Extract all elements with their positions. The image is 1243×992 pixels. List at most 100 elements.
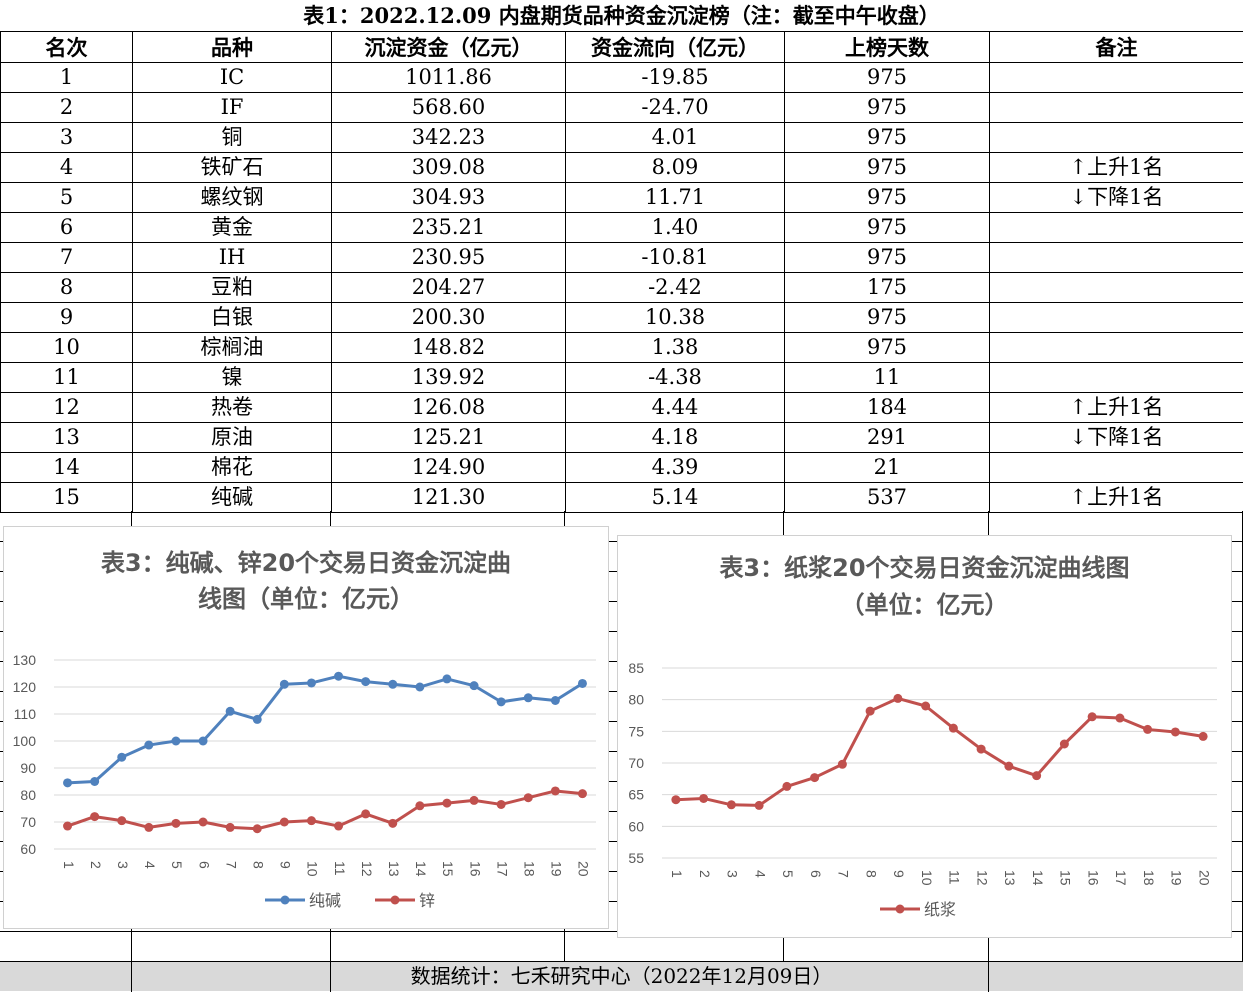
note-text: ↑上升1名: [1070, 393, 1164, 422]
cell-amount: 235.21: [332, 213, 566, 243]
x-tick-label: 16: [1085, 870, 1101, 886]
cell-name: 螺纹钢: [133, 183, 332, 213]
data-point: [199, 818, 208, 827]
cell-rank: 4: [1, 153, 133, 183]
cell-amount: 342.23: [332, 123, 566, 153]
cell-name: 铁矿石: [133, 153, 332, 183]
cell-amount: 204.27: [332, 273, 566, 303]
x-tick-label: 4: [752, 870, 768, 878]
x-tick-label: 20: [576, 861, 592, 877]
y-tick-label: 130: [13, 652, 37, 668]
x-tick-label: 5: [169, 861, 185, 869]
data-point: [334, 822, 343, 831]
data-point: [144, 823, 153, 832]
data-point: [1143, 725, 1152, 734]
cell-note: ↓下降1名: [990, 423, 1243, 453]
cell-note: [990, 303, 1243, 333]
y-tick-label: 60: [628, 818, 644, 834]
series-line: [68, 791, 583, 829]
cell-name: 热卷: [133, 393, 332, 423]
x-tick-label: 1: [669, 870, 685, 878]
data-point: [253, 824, 262, 833]
y-tick-label: 100: [13, 733, 37, 749]
cell-rank: 7: [1, 243, 133, 273]
cell-amount: 304.93: [332, 183, 566, 213]
data-point: [1060, 740, 1069, 749]
cell-days: 21: [785, 453, 990, 483]
cell-flow: 4.44: [566, 393, 785, 423]
y-tick-label: 70: [20, 814, 36, 830]
legend-label: 锌: [419, 891, 435, 910]
cell-rank: 14: [1, 453, 133, 483]
cell-flow: 1.38: [566, 333, 785, 363]
x-tick-label: 6: [808, 870, 824, 878]
data-point: [1115, 714, 1124, 723]
cell-rank: 2: [1, 93, 133, 123]
x-tick-label: 20: [1196, 870, 1212, 886]
cell-amount: 125.21: [332, 423, 566, 453]
cell-amount: 139.92: [332, 363, 566, 393]
data-point: [144, 741, 153, 750]
data-point: [578, 679, 587, 688]
cell-name: 铜: [133, 123, 332, 153]
cell-note: [990, 213, 1243, 243]
data-point: [117, 816, 126, 825]
data-point: [977, 745, 986, 754]
cell-amount: 309.08: [332, 153, 566, 183]
y-tick-label: 55: [628, 850, 644, 866]
data-point: [253, 715, 262, 724]
cell-note: [990, 273, 1243, 303]
cell-flow: 4.01: [566, 123, 785, 153]
data-point: [280, 680, 289, 689]
data-point: [727, 800, 736, 809]
series-line: [68, 676, 583, 783]
cell-amount: 230.95: [332, 243, 566, 273]
cell-flow: -24.70: [566, 93, 785, 123]
note-text: ↓下降1名: [1070, 423, 1164, 452]
x-tick-label: 2: [697, 870, 713, 878]
cell-name: 黄金: [133, 213, 332, 243]
cell-rank: 10: [1, 333, 133, 363]
cell-note: ↓下降1名: [990, 183, 1243, 213]
cell-name: 纯碱: [133, 483, 332, 513]
cell-note: [990, 93, 1243, 123]
x-tick-label: 3: [725, 870, 741, 878]
cell-amount: 568.60: [332, 93, 566, 123]
data-point: [90, 812, 99, 821]
x-tick-label: 13: [386, 861, 402, 877]
data-point: [524, 793, 533, 802]
data-point: [1004, 762, 1013, 771]
cell-rank: 15: [1, 483, 133, 513]
x-tick-label: 5: [780, 870, 796, 878]
x-tick-label: 12: [359, 861, 375, 877]
data-point: [171, 737, 180, 746]
table-title: 表1：2022.12.09 内盘期货品种资金沉淀榜（注：截至中午收盘）: [0, 0, 1243, 32]
footer-row: 数据统计：七禾研究中心（2022年12月09日）: [0, 961, 1243, 991]
cell-note: [990, 243, 1243, 273]
cell-name: 白银: [133, 303, 332, 333]
header-flow: 资金流向（亿元）: [566, 32, 785, 63]
x-tick-label: 17: [494, 861, 510, 877]
data-point: [63, 778, 72, 787]
x-tick-label: 11: [947, 870, 963, 885]
data-point: [307, 678, 316, 687]
data-point: [782, 782, 791, 791]
x-tick-label: 19: [549, 861, 565, 877]
y-tick-label: 60: [20, 841, 36, 857]
cell-note: ↑上升1名: [990, 483, 1243, 513]
cell-flow: -4.38: [566, 363, 785, 393]
data-point: [497, 697, 506, 706]
cell-name: 镍: [133, 363, 332, 393]
cell-flow: 1.40: [566, 213, 785, 243]
x-tick-label: 7: [223, 861, 239, 869]
data-point: [171, 819, 180, 828]
